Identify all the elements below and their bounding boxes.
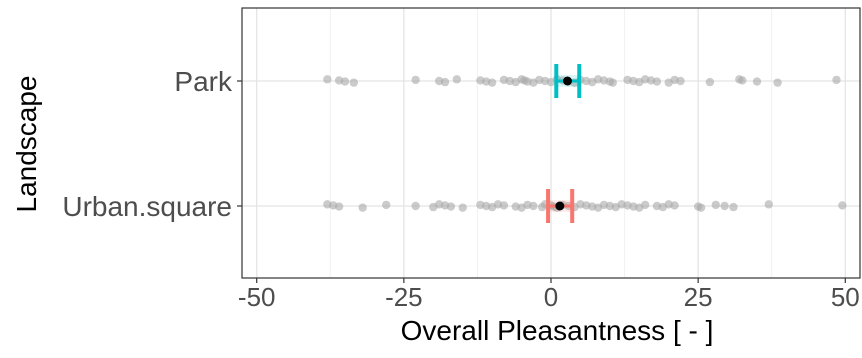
x-tick-label: 25	[684, 282, 713, 312]
x-tick-label: -25	[385, 282, 423, 312]
data-point	[738, 76, 747, 85]
data-point	[440, 77, 450, 87]
x-tick-label: -50	[238, 282, 276, 312]
mean-point	[562, 76, 572, 86]
data-point	[358, 203, 367, 212]
data-point	[764, 200, 773, 209]
data-point	[446, 202, 456, 211]
data-point	[411, 75, 420, 85]
data-point	[499, 201, 509, 210]
data-point	[323, 75, 332, 84]
axes: -50 -25 0 25 50 Park Urban.square	[62, 66, 859, 312]
data-point	[670, 201, 679, 210]
data-point	[838, 201, 847, 210]
data-point	[452, 75, 462, 84]
confidence-intervals	[546, 64, 582, 223]
data-point	[676, 76, 685, 86]
data-points	[323, 75, 847, 212]
data-point	[696, 203, 706, 212]
data-point	[711, 200, 720, 210]
data-point	[832, 75, 841, 85]
data-point	[752, 77, 762, 86]
data-point	[608, 78, 617, 87]
mean-point	[555, 201, 565, 211]
data-point	[705, 77, 715, 87]
data-point	[349, 78, 359, 87]
data-point	[458, 203, 467, 212]
data-point	[529, 201, 538, 211]
data-point	[720, 201, 729, 211]
y-axis-title: Landscape	[11, 75, 42, 212]
grid	[242, 8, 860, 278]
data-point	[640, 200, 650, 210]
data-point	[652, 77, 662, 86]
data-point	[334, 202, 344, 211]
x-tick-label: 0	[544, 282, 558, 312]
data-point	[487, 78, 497, 87]
means	[555, 76, 572, 211]
x-axis-title: Overall Pleasantness [ - ]	[401, 315, 714, 346]
data-point	[382, 200, 391, 210]
y-category-label: Park	[174, 66, 233, 97]
data-point	[773, 78, 782, 87]
data-point	[411, 201, 420, 211]
data-point	[729, 202, 738, 212]
y-category-label: Urban.square	[62, 191, 232, 222]
data-point	[340, 77, 350, 86]
x-tick-label: 50	[831, 282, 860, 312]
